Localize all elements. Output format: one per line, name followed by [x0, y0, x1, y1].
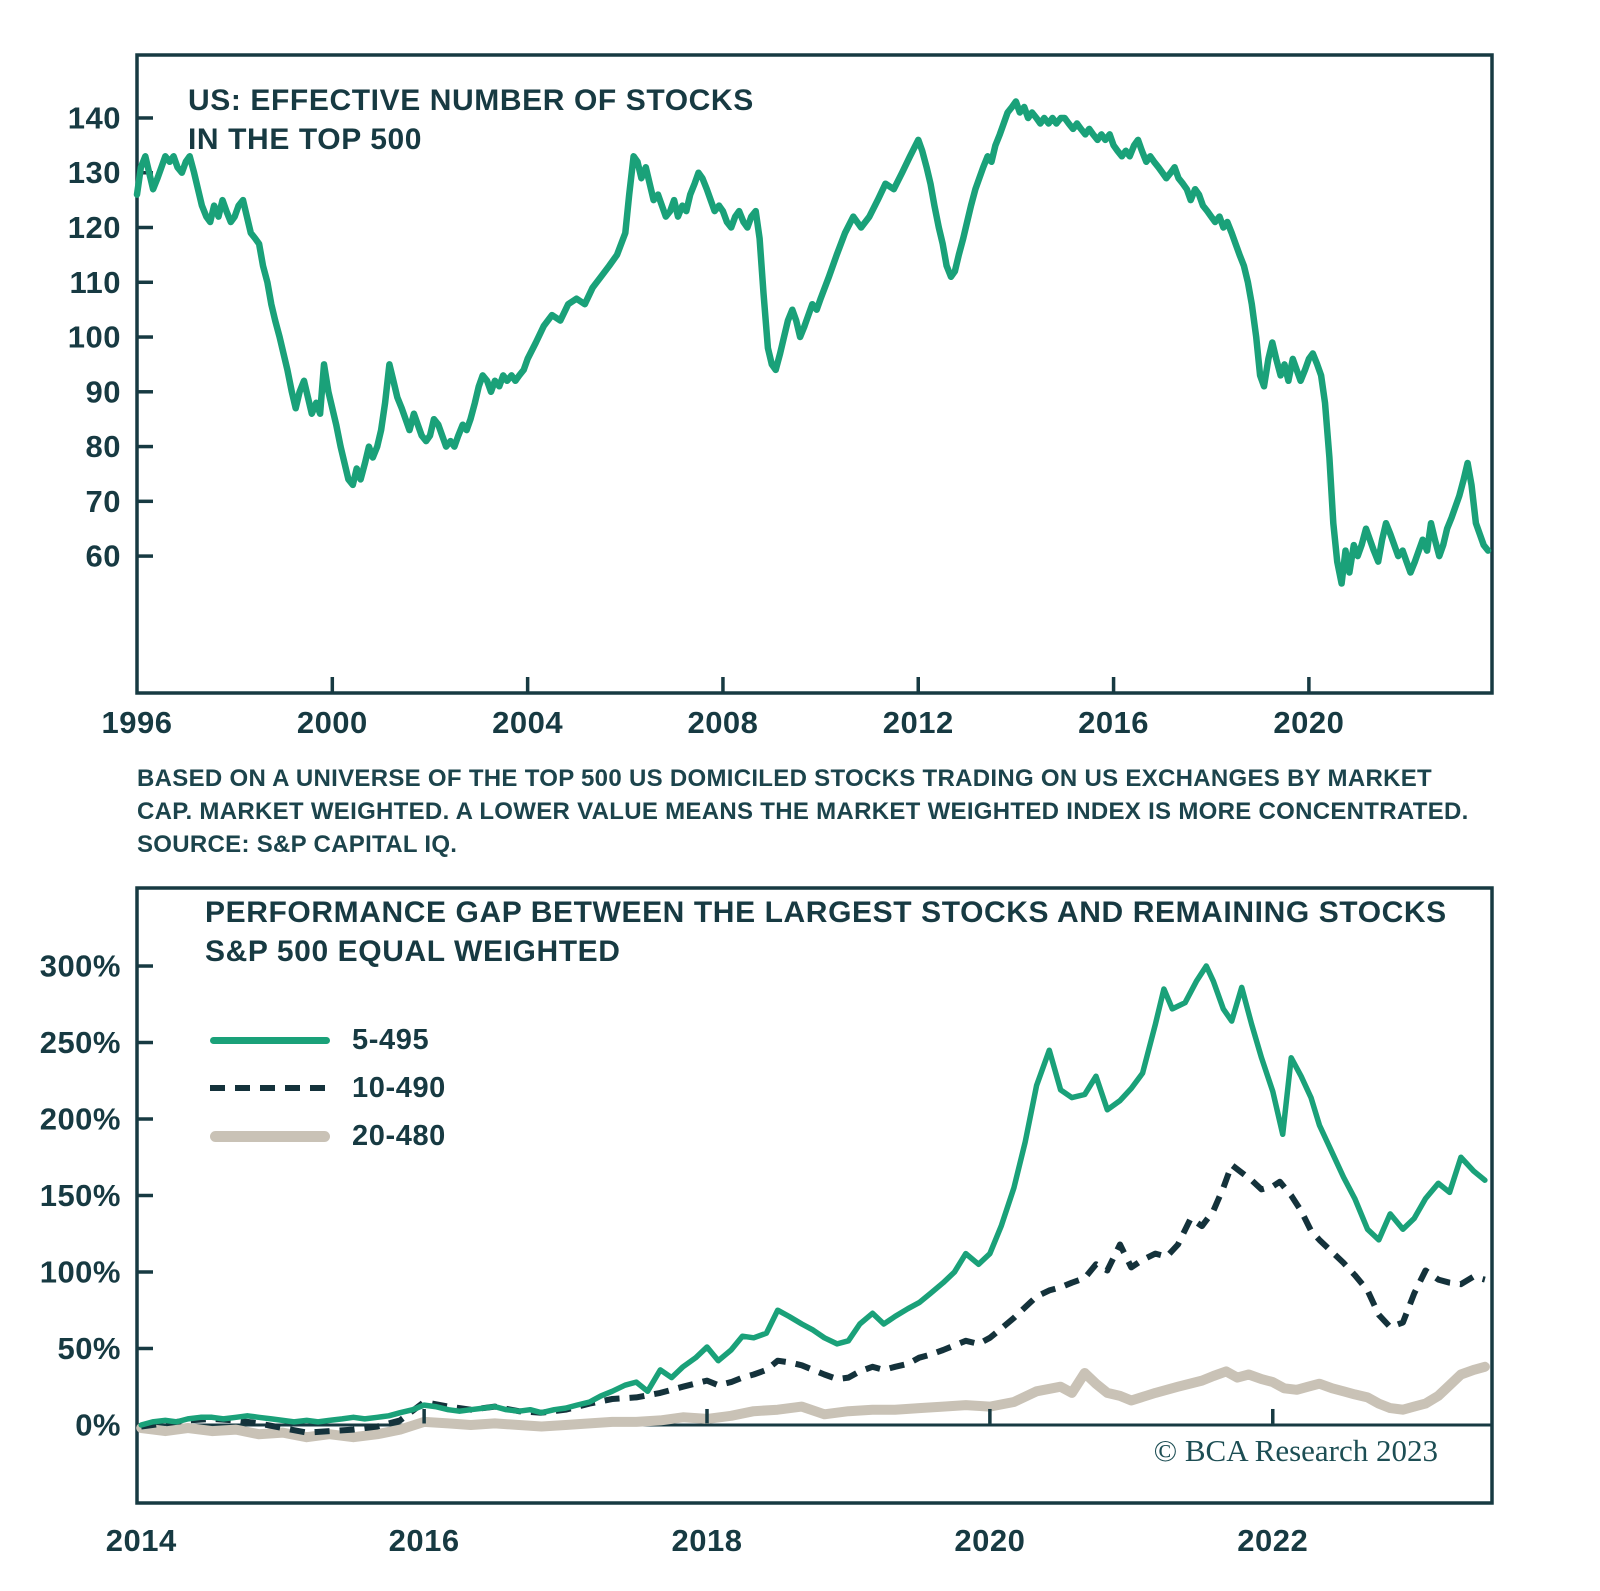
legend-item-5-495: 5-495: [210, 1016, 446, 1064]
legend-swatch-gray-line: [210, 1130, 330, 1142]
y-tick-label: 120: [68, 210, 121, 245]
x-tick-label: 2014: [106, 1523, 177, 1558]
copyright-credit: © BCA Research 2023: [1153, 1433, 1438, 1468]
x-tick-label: 2020: [954, 1523, 1025, 1558]
y-tick-label: 90: [86, 374, 121, 409]
legend-swatch-green-line: [210, 1036, 330, 1044]
x-tick-label: 1996: [102, 705, 173, 740]
top-chart-title-line2: IN THE TOP 500: [188, 123, 423, 156]
y-tick-label: 110: [69, 265, 121, 300]
legend-label: 10-490: [352, 1071, 446, 1104]
line-gap-5-495: [138, 963, 1488, 1428]
x-tick-label: 2018: [672, 1523, 743, 1558]
y-tick-label: 50%: [57, 1331, 121, 1366]
x-tick-label: 2016: [1078, 705, 1149, 740]
plot-frame: [135, 53, 1494, 695]
y-tick-label: 250%: [40, 1025, 121, 1060]
legend-swatch-dashed-line: [210, 1085, 330, 1091]
y-tick-label: 200%: [40, 1102, 121, 1137]
line-effective-number-of-stocks: [133, 98, 1492, 587]
x-tick-label: 2000: [297, 705, 368, 740]
x-tick-label: 2012: [883, 705, 954, 740]
bottom-chart-title-line1: PERFORMANCE GAP BETWEEN THE LARGEST STOC…: [205, 896, 1447, 929]
legend-label: 5-495: [352, 1023, 430, 1056]
y-tick-label: 0%: [75, 1407, 121, 1442]
bottom-chart-title: PERFORMANCE GAP BETWEEN THE LARGEST STOC…: [205, 893, 1447, 971]
y-tick-label: 80: [86, 429, 121, 464]
y-tick-label: 140: [68, 100, 121, 135]
caption-line3: SOURCE: S&P CAPITAL IQ.: [137, 831, 458, 858]
y-tick-label: 60: [86, 539, 121, 574]
x-tick-label: 2008: [687, 705, 758, 740]
legend: 5-495 10-490 20-480: [210, 1016, 446, 1160]
top-chart-svg: 140 130 120 110 100 90 80 70 60 1996 2000 2004 2008 2…: [68, 53, 1494, 740]
y-tick-label: 100%: [40, 1254, 121, 1289]
y-tick-label: 150%: [40, 1178, 121, 1213]
y-tick-label: 70: [86, 484, 121, 519]
top-chart-title: US: EFFECTIVE NUMBER OF STOCKS IN THE TO…: [188, 81, 754, 159]
line-gap-10-490: [140, 1161, 1486, 1436]
x-tick-label: 2020: [1273, 705, 1344, 740]
x-tick-label: 2004: [492, 705, 563, 740]
legend-label: 20-480: [352, 1119, 446, 1152]
legend-item-10-490: 10-490: [210, 1064, 446, 1112]
caption-line1: BASED ON A UNIVERSE OF THE TOP 500 US DO…: [137, 765, 1433, 792]
legend-item-20-480: 20-480: [210, 1112, 446, 1160]
line-gap-20-480: [136, 1361, 1490, 1443]
y-tick-label: 130: [68, 155, 121, 190]
source-caption: BASED ON A UNIVERSE OF THE TOP 500 US DO…: [137, 762, 1469, 861]
bottom-chart-title-line2: S&P 500 EQUAL WEIGHTED: [205, 935, 621, 968]
caption-line2: CAP. MARKET WEIGHTED. A LOWER VALUE MEAN…: [137, 798, 1469, 825]
plot-frame: [135, 886, 1494, 1505]
top-chart-title-line1: US: EFFECTIVE NUMBER OF STOCKS: [188, 84, 754, 117]
x-tick-label: 2016: [389, 1523, 460, 1558]
x-tick-label: 2022: [1237, 1523, 1308, 1558]
y-tick-label: 100: [68, 320, 121, 355]
y-tick-label: 300%: [40, 949, 121, 984]
bottom-chart-svg: 300% 250% 200% 150% 100% 50% 0% 2014 2016 2018 202…: [40, 886, 1494, 1558]
